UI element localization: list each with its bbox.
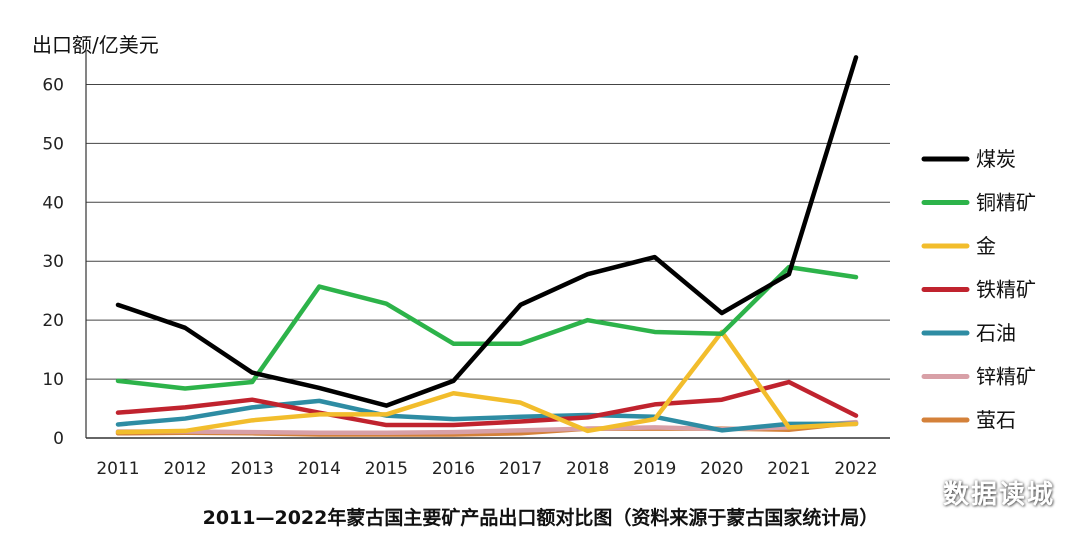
x-tick-label: 2020 <box>700 459 743 479</box>
series-line-铜精矿 <box>115 264 859 391</box>
x-tick-label: 2015 <box>365 459 408 479</box>
legend-label: 铁精矿 <box>976 278 1036 302</box>
y-tick-label: 40 <box>42 193 64 213</box>
x-tick-label: 2014 <box>298 459 341 479</box>
y-axis-label: 出口额/亿美元 <box>32 33 159 57</box>
grid-lines <box>85 50 890 439</box>
y-tick-label: 60 <box>42 75 64 95</box>
x-tick-labels: 2011 2012 2013 2014 2015 2016 2017 2018 2019 2020… <box>96 459 877 479</box>
x-tick-label: 2012 <box>163 459 206 479</box>
x-tick-label: 2021 <box>767 459 810 479</box>
series-line-铁精矿 <box>115 379 859 428</box>
y-tick-label: 0 <box>53 429 64 449</box>
y-tick-label: 50 <box>42 134 64 154</box>
legend-label: 煤炭 <box>976 147 1016 171</box>
legend-label: 铜精矿 <box>976 191 1036 215</box>
chart-caption: 2011—2022年蒙古国主要矿产品出口额对比图（资料来源于蒙古国家统计局） <box>202 507 879 529</box>
watermark: 数据读城 <box>942 480 1055 510</box>
x-tick-label: 2013 <box>231 459 274 479</box>
x-tick-label: 2018 <box>566 459 609 479</box>
legend-label: 锌精矿 <box>976 365 1036 389</box>
x-tick-label: 2019 <box>633 459 676 479</box>
x-tick-label: 2017 <box>499 459 542 479</box>
series-lines <box>115 55 859 437</box>
series-line-石油 <box>115 398 859 433</box>
legend-label: 萤石 <box>976 408 1016 432</box>
legend-label: 金 <box>976 234 996 258</box>
y-tick-label: 20 <box>42 311 64 331</box>
series-line-金 <box>115 329 859 435</box>
y-tick-labels: 0 10 20 30 40 50 60 <box>42 75 64 449</box>
series-line-煤炭 <box>115 55 859 408</box>
x-tick-label: 2011 <box>96 459 139 479</box>
y-tick-label: 10 <box>42 370 64 390</box>
y-tick-label: 30 <box>42 252 64 272</box>
legend-label: 石油 <box>976 321 1016 345</box>
x-tick-label: 2022 <box>834 459 877 479</box>
x-tick-label: 2016 <box>432 459 475 479</box>
